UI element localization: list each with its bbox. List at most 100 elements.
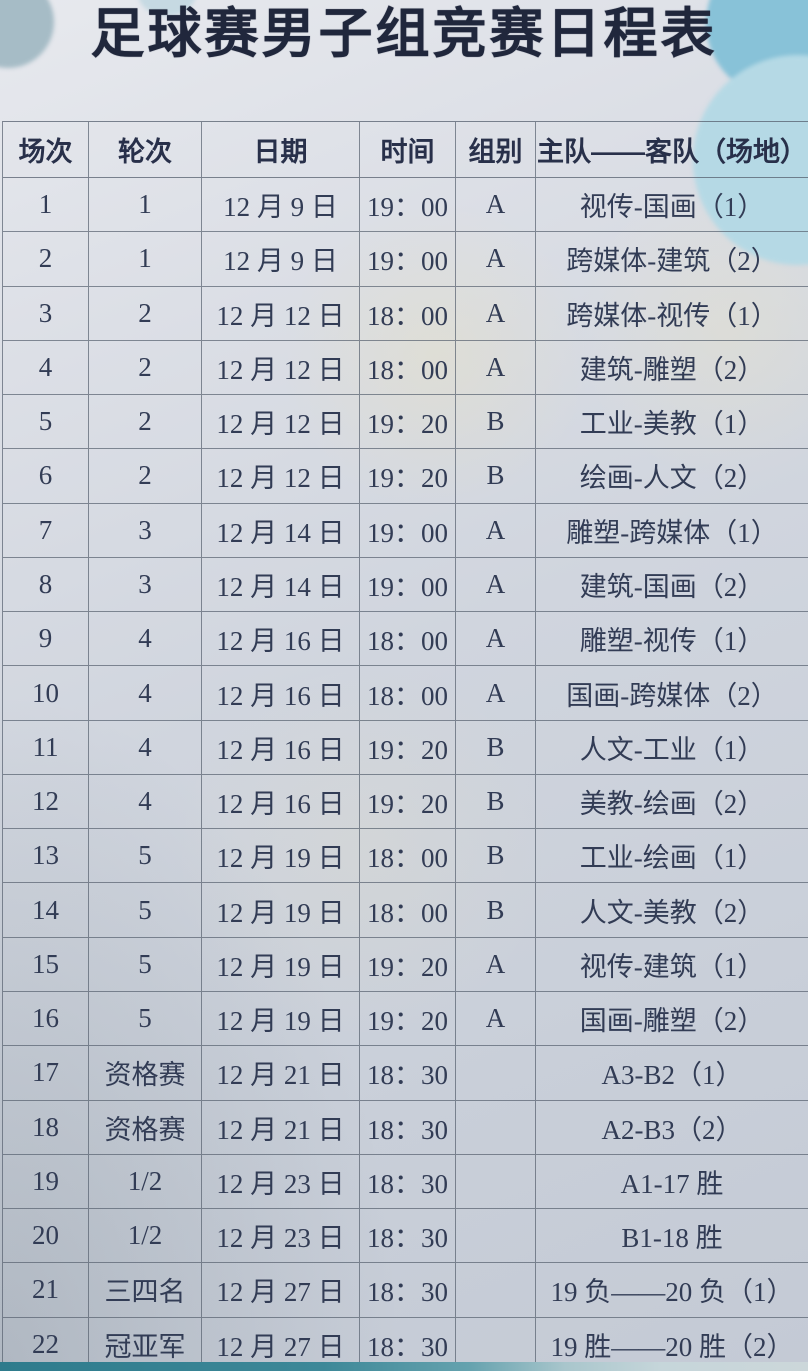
table-body: 1 1 12 月 9 日 19：00 A 视传-国画（1） 2 1 12 月 9 日 19：00 A… (3, 178, 808, 1371)
cell-teams: 视传-国画（1） (579, 192, 765, 223)
cell-match: 21 (3, 1263, 89, 1317)
cell-date: 12 月 14 日 (202, 503, 360, 557)
table-row: 7 3 12 月 14 日 19：00 A 雕塑-跨媒体（1） (3, 503, 808, 558)
cell-match: 2 (3, 232, 89, 286)
table-row: 5 2 12 月 12 日 19：20 B 工业-美教（1） (3, 395, 808, 450)
cell-round: 4 (89, 612, 202, 666)
cell-match: 1 (3, 178, 89, 232)
table-header-row: 场次 轮次 日期 时间 组别 主队——客队（场地） (3, 122, 808, 178)
cell-date: 12 月 12 日 (202, 449, 360, 503)
table-row: 16 5 12 月 19 日 19：20 A 国画-雕塑（2） (3, 991, 808, 1047)
cell-teams: 国画-跨媒体（2） (566, 680, 778, 711)
table-row: 10 4 12 月 16 日 18：00 A 国画-跨媒体（2） (3, 666, 808, 721)
cell-teams: 跨媒体-视传（1） (566, 300, 778, 331)
cell-teams: 工业-绘画（1） (579, 843, 765, 874)
cell-group: A (456, 340, 536, 395)
cell-round: 5 (89, 991, 202, 1046)
cell-teams: 19 负——20 负（1） (550, 1277, 794, 1308)
cell-round: 1/2 (89, 1154, 202, 1209)
cell-time: 18：30 (360, 1263, 456, 1317)
cell-time: 19：20 (360, 395, 456, 449)
cell-date: 12 月 16 日 (202, 774, 360, 829)
table-row: 1 1 12 月 9 日 19：00 A 视传-国画（1） (3, 178, 808, 233)
cell-time: 18：00 (360, 286, 456, 340)
cell-group (456, 1263, 536, 1317)
table-row: 18 资格赛 12 月 21 日 18：30 A2-B3（2） (3, 1100, 808, 1155)
cell-teams: A1-17 胜 (620, 1168, 724, 1199)
cell-time: 19：00 (360, 503, 456, 557)
cell-date: 12 月 19 日 (202, 829, 360, 883)
cell-group: B (456, 774, 536, 829)
cell-group: B (456, 720, 536, 774)
header-cell-group: 组别 (456, 122, 536, 177)
cell-group: A (456, 937, 536, 991)
cell-date: 12 月 12 日 (202, 340, 360, 395)
table-row: 9 4 12 月 16 日 18：00 A 雕塑-视传（1） (3, 612, 808, 667)
table-row: 22 冠亚军 12 月 27 日 18：30 19 胜——20 胜（2） (3, 1317, 808, 1371)
cell-date: 12 月 16 日 (202, 720, 360, 774)
page-title: 足球赛男子组竞赛日程表 (90, 4, 718, 64)
cell-teams: A2-B3（2） (601, 1114, 743, 1145)
cell-time: 18：30 (360, 1100, 456, 1154)
cell-time: 19：00 (360, 557, 456, 612)
cell-teams: 国画-雕塑（2） (579, 1006, 765, 1037)
cell-match: 11 (3, 720, 89, 774)
table-row: 3 2 12 月 12 日 18：00 A 跨媒体-视传（1） (3, 286, 808, 341)
cell-match: 16 (3, 991, 89, 1046)
cell-group (456, 1154, 536, 1209)
cell-date: 12 月 21 日 (202, 1046, 360, 1100)
cell-date: 12 月 12 日 (202, 286, 360, 340)
cell-group: B (456, 395, 536, 449)
cell-group: A (456, 612, 536, 666)
cell-date: 12 月 9 日 (202, 232, 360, 286)
cell-group: A (456, 666, 536, 720)
table-row: 15 5 12 月 19 日 19：20 A 视传-建筑（1） (3, 937, 808, 992)
table-row: 11 4 12 月 16 日 19：20 B 人文-工业（1） (3, 720, 808, 775)
cell-date: 12 月 19 日 (202, 991, 360, 1046)
header-cell-date: 日期 (202, 122, 360, 177)
cell-time: 19：20 (360, 774, 456, 829)
cell-time: 18：00 (360, 883, 456, 937)
cell-match: 8 (3, 557, 89, 612)
cell-group: A (456, 178, 536, 232)
cell-teams: 美教-绘画（2） (579, 789, 765, 820)
cell-match: 6 (3, 449, 89, 503)
cell-group (456, 1100, 536, 1154)
cell-match: 13 (3, 829, 89, 883)
cell-time: 18：30 (360, 1317, 456, 1371)
cell-group (456, 1046, 536, 1100)
cell-group: A (456, 286, 536, 340)
cell-group: B (456, 449, 536, 503)
cell-match: 18 (3, 1100, 89, 1154)
cell-match: 4 (3, 340, 89, 395)
table-row: 14 5 12 月 19 日 18：00 B 人文-美教（2） (3, 883, 808, 938)
cell-group (456, 1317, 536, 1371)
cell-match: 22 (3, 1317, 89, 1371)
cell-match: 5 (3, 395, 89, 449)
cell-teams: 19 胜——20 胜（2） (550, 1331, 794, 1362)
table-row: 13 5 12 月 19 日 18：00 B 工业-绘画（1） (3, 829, 808, 884)
cell-teams: 视传-建筑（1） (579, 951, 765, 982)
table-row: 21 三四名 12 月 27 日 18：30 19 负——20 负（1） (3, 1263, 808, 1318)
cell-round: 4 (89, 774, 202, 829)
table-row: 17 资格赛 12 月 21 日 18：30 A3-B2（1） (3, 1046, 808, 1101)
schedule-table: 场次 轮次 日期 时间 组别 主队——客队（场地） 1 1 12 月 9 日 19：0… (2, 121, 808, 1371)
table-row: 12 4 12 月 16 日 19：20 B 美教-绘画（2） (3, 774, 808, 830)
cell-time: 18：00 (360, 666, 456, 720)
cell-time: 18：00 (360, 829, 456, 883)
cell-group: A (456, 991, 536, 1046)
cell-round: 1/2 (89, 1209, 202, 1263)
cell-round: 3 (89, 557, 202, 612)
cell-round: 4 (89, 666, 202, 720)
cell-date: 12 月 16 日 (202, 612, 360, 666)
cell-match: 3 (3, 286, 89, 340)
cell-round: 5 (89, 829, 202, 883)
cell-time: 18：30 (360, 1154, 456, 1209)
cell-round: 3 (89, 503, 202, 557)
cell-teams: 人文-美教（2） (579, 897, 765, 928)
cell-group: A (456, 503, 536, 557)
photo-bottom-edge (0, 1362, 808, 1371)
cell-date: 12 月 16 日 (202, 666, 360, 720)
cell-time: 19：20 (360, 720, 456, 774)
cell-round: 资格赛 (89, 1100, 202, 1154)
